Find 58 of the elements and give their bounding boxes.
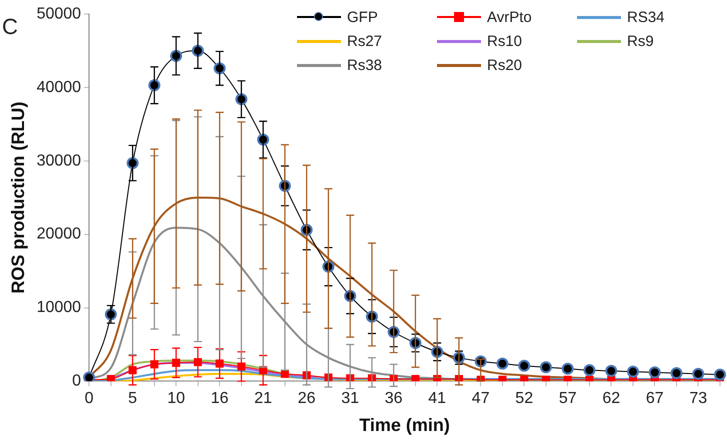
point [714,368,726,381]
point [692,368,704,380]
y-tick-label: 50000 [36,5,82,22]
x-tick-label: 41 [428,390,446,408]
legend-label: Rs27 [347,32,382,50]
point [496,358,508,370]
x-tick-label: 36 [384,390,403,408]
point [106,374,115,382]
y-tick-label: 0 [72,372,82,390]
x-tick-label: 5 [128,390,138,408]
text: C [2,14,18,40]
x-tick-label: 16 [210,390,229,408]
point [564,376,572,382]
point [83,372,96,382]
point [562,362,574,375]
x-tick-label: 21 [254,390,272,408]
x-tick-label: 31 [341,390,360,408]
x-tick-label: 47 [472,390,490,408]
legend-label: Rs20 [487,56,522,74]
point [148,79,160,92]
point [257,134,270,146]
legend-label: Rs38 [347,56,382,74]
x-tick-label: 73 [689,390,708,408]
point [126,157,139,170]
x-axis-title: Time (min) [359,415,450,436]
x-tick-label: 10 [167,390,186,408]
point [605,364,618,377]
point [520,376,528,382]
x-tick-label: 0 [84,390,94,408]
point [670,367,682,380]
point [542,376,550,382]
x-tick-label: 67 [646,390,664,408]
x-tick-label: 57 [558,390,577,408]
legend-label: Rs9 [627,32,654,50]
point [498,376,506,382]
point [170,50,182,62]
point [518,360,530,372]
x-tick-label: 26 [298,390,316,408]
point [411,374,420,382]
point [235,93,248,106]
y-tick-label: 40000 [36,78,82,96]
legend-label: AvrPto [487,8,532,26]
point [626,366,639,378]
x-tick-label: 62 [602,390,620,408]
point [648,366,661,378]
legend-label: Rs10 [487,32,522,50]
y-axis-title: ROS production (RLU) [8,102,28,294]
legend-label: GFP [347,8,378,26]
point [607,376,616,382]
y-tick-label: 20000 [36,226,82,243]
point [214,62,226,74]
legend-label: RS34 [627,8,665,26]
y-tick-label: 10000 [36,299,82,316]
y-tick-label: 30000 [36,152,82,170]
point [192,44,204,57]
x-tick-label: 52 [515,390,534,408]
point [540,361,552,374]
point [583,364,596,376]
